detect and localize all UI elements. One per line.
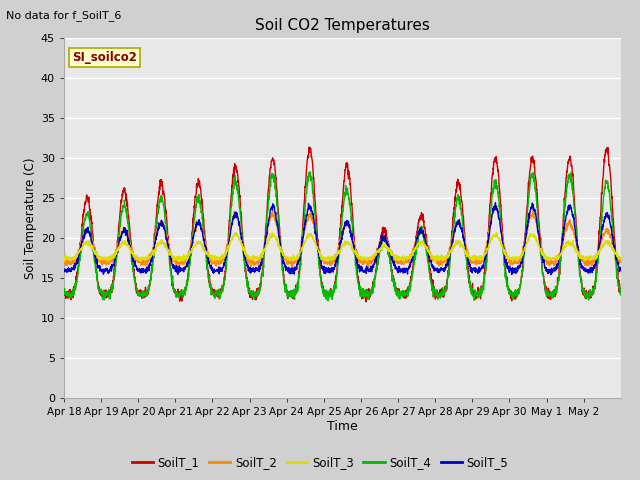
SoilT_1 [359, 293, 367, 299]
SoilT_3 [60, 256, 68, 262]
SoilT_4 [584, 293, 591, 299]
SoilT_5 [492, 200, 499, 205]
SoilT_3 [617, 255, 625, 261]
Line: SoilT_4: SoilT_4 [64, 172, 621, 301]
SoilT_3 [216, 257, 223, 263]
SoilT_5 [504, 266, 512, 272]
SoilT_5 [358, 267, 366, 273]
SoilT_1 [216, 296, 223, 301]
SoilT_2 [617, 257, 625, 263]
SoilT_5 [216, 266, 223, 272]
SoilT_1 [371, 274, 379, 279]
SoilT_3 [584, 255, 591, 261]
SoilT_3 [232, 229, 240, 235]
SoilT_2 [365, 265, 372, 271]
SoilT_5 [547, 272, 555, 277]
Line: SoilT_5: SoilT_5 [64, 203, 621, 275]
SoilT_2 [505, 256, 513, 262]
X-axis label: Time: Time [327, 420, 358, 433]
SoilT_4 [307, 169, 314, 175]
SoilT_2 [584, 260, 591, 266]
SoilT_2 [371, 252, 379, 258]
SoilT_1 [617, 291, 625, 297]
SoilT_4 [505, 285, 513, 291]
Line: SoilT_2: SoilT_2 [64, 204, 621, 268]
SoilT_1 [568, 164, 576, 169]
SoilT_1 [362, 299, 370, 305]
Title: Soil CO2 Temperatures: Soil CO2 Temperatures [255, 18, 430, 33]
SoilT_3 [568, 241, 576, 247]
Line: SoilT_3: SoilT_3 [64, 232, 621, 262]
SoilT_4 [359, 286, 367, 291]
SoilT_4 [60, 288, 68, 294]
SoilT_5 [617, 267, 625, 273]
Text: SI_soilco2: SI_soilco2 [72, 51, 137, 64]
SoilT_1 [60, 286, 68, 291]
SoilT_1 [584, 291, 591, 297]
SoilT_3 [175, 259, 183, 264]
SoilT_3 [505, 255, 513, 261]
SoilT_2 [358, 260, 366, 266]
Legend: SoilT_1, SoilT_2, SoilT_3, SoilT_4, SoilT_5: SoilT_1, SoilT_2, SoilT_3, SoilT_4, Soil… [127, 452, 513, 474]
SoilT_4 [568, 180, 576, 186]
SoilT_2 [492, 202, 499, 207]
SoilT_1 [305, 144, 313, 150]
SoilT_5 [568, 209, 576, 215]
Line: SoilT_1: SoilT_1 [64, 147, 621, 302]
SoilT_2 [216, 260, 223, 265]
SoilT_5 [371, 258, 378, 264]
SoilT_5 [584, 267, 591, 273]
SoilT_4 [617, 292, 625, 298]
SoilT_4 [324, 298, 332, 304]
SoilT_1 [505, 285, 513, 291]
SoilT_4 [371, 273, 379, 279]
SoilT_3 [359, 257, 367, 263]
SoilT_5 [60, 268, 68, 274]
SoilT_2 [60, 257, 68, 263]
Text: No data for f_SoilT_6: No data for f_SoilT_6 [6, 10, 122, 21]
SoilT_2 [568, 227, 576, 233]
SoilT_4 [216, 286, 223, 292]
SoilT_3 [371, 252, 379, 257]
Y-axis label: Soil Temperature (C): Soil Temperature (C) [24, 157, 36, 279]
